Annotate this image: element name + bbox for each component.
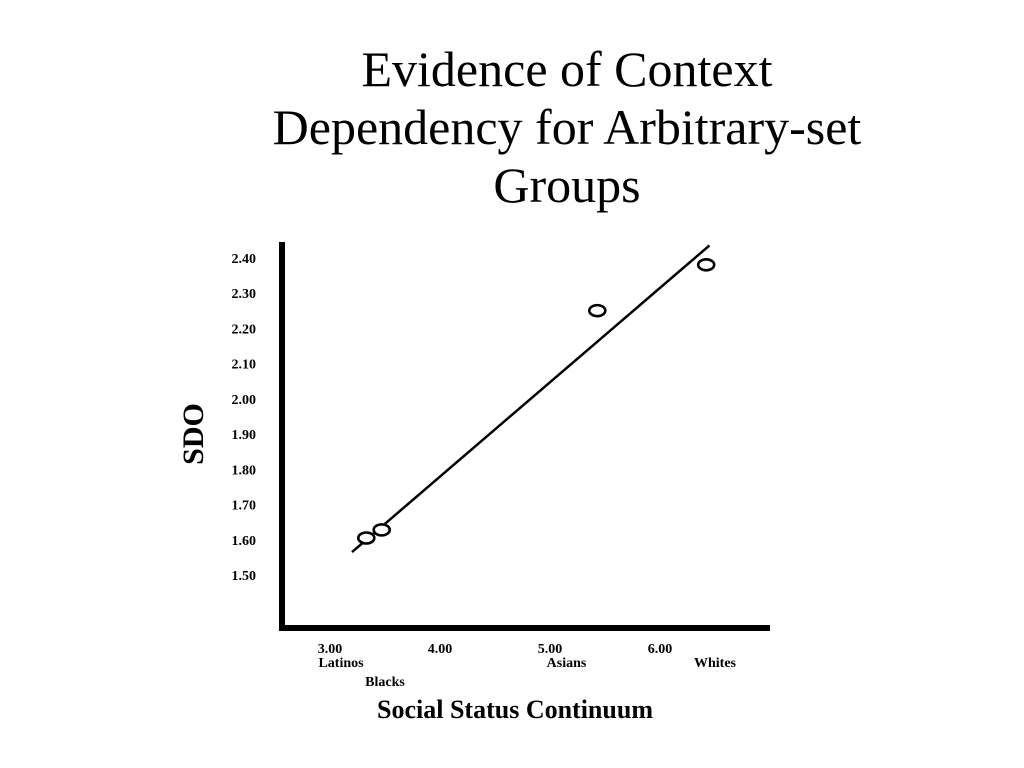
y-tick-labels: 1.50 1.60 1.70 1.80 1.90 2.00 2.10 2.20 2.30 2.40 [232,252,257,584]
x-tick-label: 5.00 [538,642,563,657]
y-tick-label: 2.00 [232,393,257,408]
group-label-asians: Asians [547,656,587,671]
x-axis-title: Social Status Continuum [377,695,653,724]
y-tick-label: 1.70 [232,499,257,514]
y-tick-label: 2.20 [232,322,257,337]
x-tick-labels: 3.00 4.00 5.00 6.00 [318,642,673,657]
y-tick-label: 2.40 [232,252,257,267]
data-point-latinos [356,531,376,545]
title-line-3: Groups [493,157,641,213]
y-tick-label: 1.60 [232,534,257,549]
x-tick-label: 4.00 [428,642,453,657]
x-tick-label: 3.00 [318,642,343,657]
y-tick-label: 1.90 [232,428,257,443]
y-tick-label: 1.80 [232,463,257,478]
data-point-whites [696,257,716,272]
slide-title: Evidence of Context Dependency for Arbit… [130,40,1004,214]
data-points [356,257,716,545]
trend-line [351,244,711,554]
data-point-asiatic [587,303,607,318]
y-axis-title: SDO [177,403,210,465]
y-tick-label: 2.30 [232,287,257,302]
title-line-1: Evidence of Context [361,41,773,97]
y-tick-label: 2.10 [232,358,257,373]
data-point-blacks [372,523,392,537]
title-line-2: Dependency for Arbitrary-set [272,99,862,155]
group-label-whites: Whites [694,656,737,671]
group-label-latinos: Latinos [318,656,364,671]
group-label-blacks: Blacks [365,675,405,690]
y-tick-label: 1.50 [232,569,257,584]
x-tick-label: 6.00 [648,642,673,657]
